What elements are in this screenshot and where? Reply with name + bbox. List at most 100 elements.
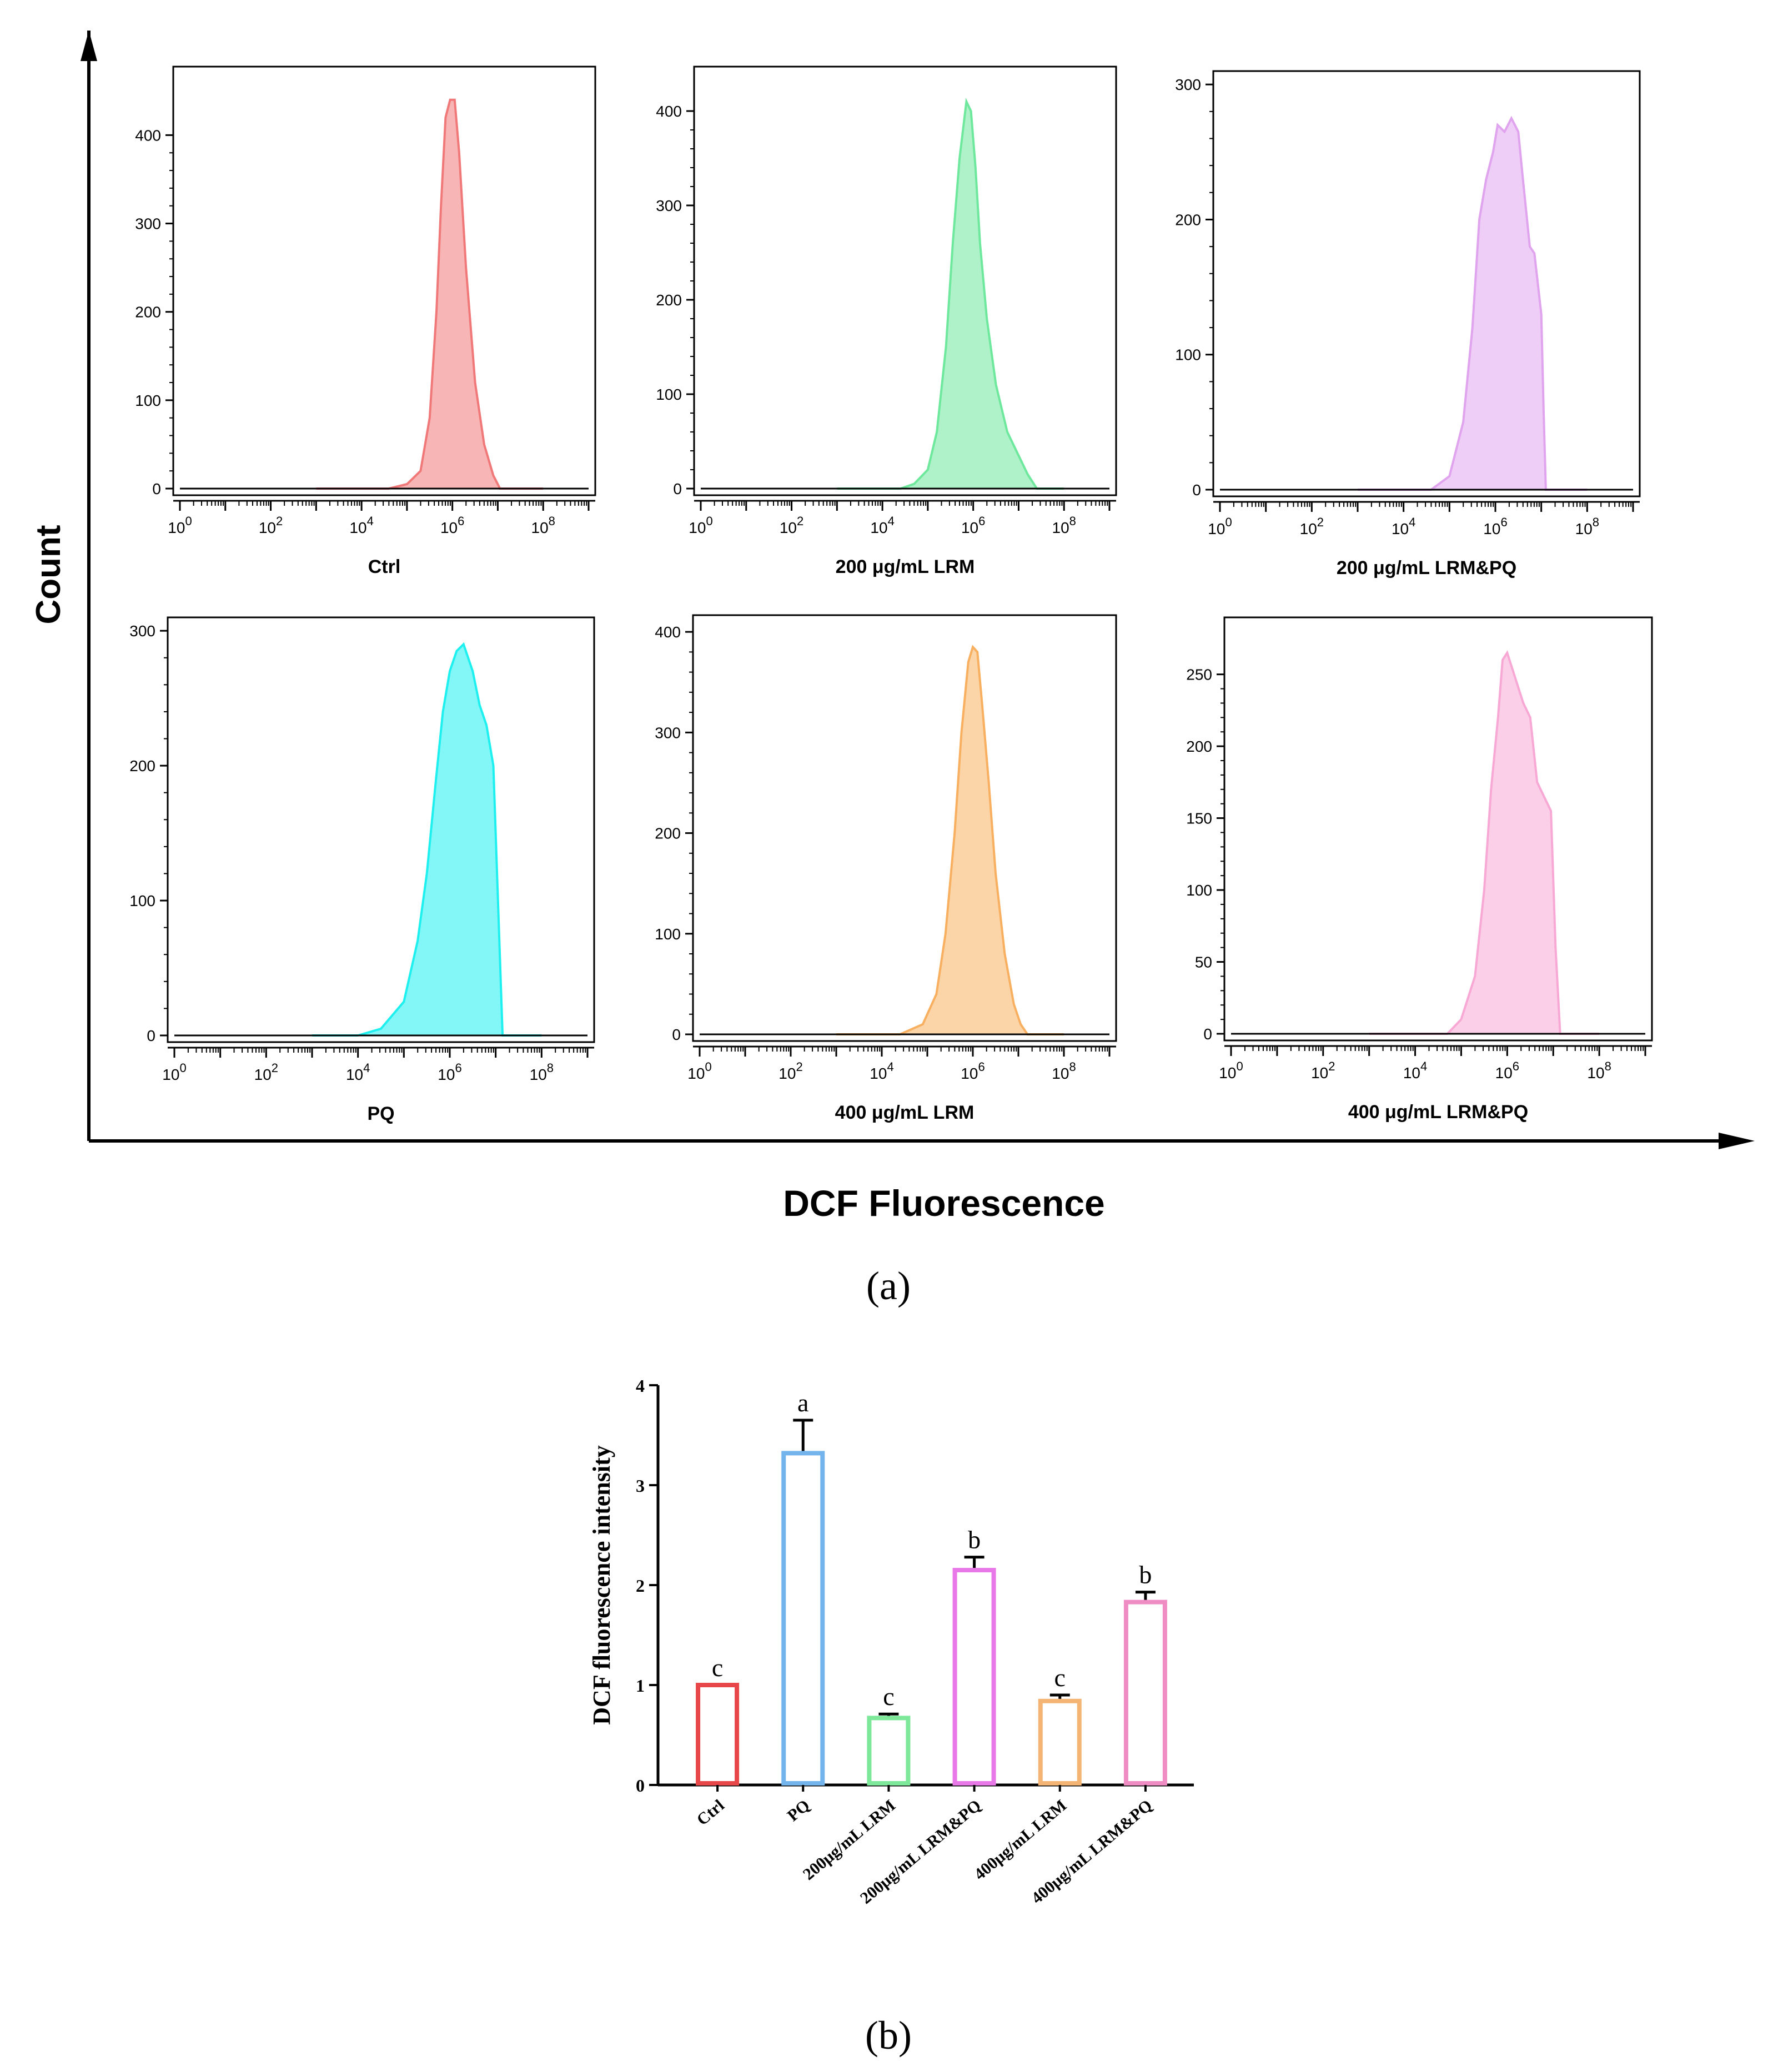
bar-category-label: Ctrl <box>694 1796 728 1829</box>
x-tick-label: 100 <box>162 1061 186 1083</box>
x-tick-label: 104 <box>870 514 894 536</box>
y-tick-label: 300 <box>1175 76 1201 93</box>
y-tick-label: 400 <box>656 103 682 120</box>
bar-y-tick-label: 2 <box>636 1576 645 1596</box>
histogram-pq: 0 100 200 300 100 102 104 106 108 PQ <box>129 616 595 1124</box>
bar-pq <box>781 1451 825 1786</box>
panel-a-caption: (a) <box>866 1264 911 1308</box>
histogram-grid: 0 100 200 300 400 100 102 104 106 108 Ctrl 0 100 200 3… <box>129 66 1653 1124</box>
histogram-frame <box>692 614 1117 1042</box>
bar-y-tick-label: 1 <box>636 1676 645 1696</box>
bar-y-tick-label: 4 <box>636 1376 645 1396</box>
x-tick-label: 104 <box>1403 1059 1427 1082</box>
x-tick-label: 104 <box>1392 515 1415 537</box>
significance-letter: c <box>1054 1663 1066 1692</box>
histogram-fill-pq <box>174 644 587 1035</box>
bar-y-label: DCF fluorescence intensity <box>588 1445 615 1724</box>
x-tick-label: 102 <box>259 514 283 536</box>
y-tick-label: 0 <box>1203 1025 1212 1043</box>
histogram-fill-400-g-ml-lrm-pq <box>1231 652 1645 1034</box>
histogram-title: Ctrl <box>368 556 401 577</box>
x-tick-label: 106 <box>961 514 985 536</box>
x-tick-label: 104 <box>349 514 373 536</box>
x-tick-label: 100 <box>1219 1059 1243 1082</box>
significance-letter: b <box>1139 1561 1152 1589</box>
y-tick-label: 0 <box>673 480 682 497</box>
y-tick-label: 300 <box>129 622 155 640</box>
x-tick-label: 100 <box>1208 515 1232 537</box>
y-tick-label: 200 <box>1175 211 1201 228</box>
y-tick-label: 0 <box>147 1027 155 1044</box>
histogram-title: PQ <box>367 1103 394 1124</box>
panel-a-y-label: Count <box>29 525 68 624</box>
significance-letter: a <box>797 1389 808 1417</box>
histogram-title: 200 μg/mL LRM <box>836 556 975 577</box>
panel-b-caption: (b) <box>865 2013 912 2058</box>
bar-category-label: PQ <box>784 1796 813 1825</box>
x-tick-label: 106 <box>1495 1059 1519 1082</box>
histogram-ctrl: 0 100 200 300 400 100 102 104 106 108 Ctrl <box>135 66 596 577</box>
x-tick-label: 100 <box>168 514 192 536</box>
bar-400-g-ml-lrm <box>1038 1698 1082 1786</box>
x-tick-label: 100 <box>689 514 712 536</box>
y-tick-label: 100 <box>1186 882 1212 899</box>
y-tick-label: 200 <box>135 304 161 321</box>
y-tick-label: 150 <box>1186 810 1212 827</box>
panel-a-y-arrow-head <box>81 31 97 61</box>
y-tick-label: 200 <box>1186 738 1212 755</box>
x-tick-label: 102 <box>1300 515 1324 537</box>
histogram-frame <box>167 616 595 1043</box>
x-tick-label: 106 <box>961 1060 985 1082</box>
panel-a: Count DCF Fluorescence (a) 0 100 200 300 400… <box>29 31 1755 1308</box>
bar-200-g-ml-lrm <box>867 1716 911 1786</box>
x-tick-label: 104 <box>346 1061 370 1083</box>
histogram-title: 400 μg/mL LRM <box>835 1102 975 1123</box>
histogram-frame <box>693 66 1117 496</box>
y-tick-label: 50 <box>1195 954 1212 971</box>
x-tick-label: 102 <box>778 1060 802 1082</box>
histogram-line-400-g-ml-lrm <box>836 645 1064 1035</box>
histogram-title: 400 μg/mL LRM&PQ <box>1348 1102 1528 1123</box>
x-tick-label: 108 <box>531 514 555 536</box>
histogram-line-200-g-ml-lrm-pq <box>1358 115 1588 491</box>
bar-y-tick-label: 3 <box>636 1476 645 1496</box>
y-tick-label: 0 <box>152 480 161 497</box>
x-tick-label: 106 <box>1483 515 1507 537</box>
y-tick-label: 200 <box>656 291 682 309</box>
y-tick-label: 100 <box>655 926 681 943</box>
histogram-400-g-ml-lrm-pq: 0 50 100 150 200 250 100 102 104 106 108 400 μg/mL … <box>1186 616 1653 1123</box>
y-tick-label: 0 <box>672 1026 681 1043</box>
x-tick-label: 102 <box>780 514 803 536</box>
panel-b-bar-chart: 0 1 2 3 4 DCF fluorescence intensity c Ctrl a PQ c… <box>588 1376 1194 1908</box>
y-tick-label: 0 <box>1192 481 1201 499</box>
x-tick-label: 102 <box>254 1061 278 1083</box>
bar-y-tick-label: 0 <box>636 1776 645 1796</box>
y-tick-label: 300 <box>655 724 681 741</box>
x-tick-label: 108 <box>530 1061 554 1083</box>
y-tick-label: 100 <box>129 892 155 909</box>
histogram-line-pq <box>312 642 542 1037</box>
y-tick-label: 400 <box>135 127 161 144</box>
significance-letter: c <box>883 1682 894 1711</box>
x-tick-label: 108 <box>1052 514 1076 536</box>
x-tick-label: 106 <box>440 514 464 536</box>
bar-group-pq: a PQ <box>781 1389 825 1825</box>
y-tick-label: 100 <box>1175 346 1201 364</box>
histogram-frame <box>1212 70 1641 497</box>
x-tick-label: 106 <box>438 1061 461 1083</box>
y-tick-label: 100 <box>656 386 682 403</box>
x-tick-label: 104 <box>870 1060 893 1082</box>
bar-200-g-ml-lrm-pq <box>952 1568 996 1786</box>
x-tick-label: 100 <box>687 1060 711 1082</box>
y-tick-label: 100 <box>135 392 161 409</box>
x-tick-label: 108 <box>1587 1059 1611 1082</box>
histogram-frame <box>1223 616 1653 1042</box>
histogram-line-400-g-ml-lrm-pq <box>1369 650 1600 1035</box>
histogram-200-g-ml-lrm: 0 100 200 300 400 100 102 104 106 108 200 μg/mL LR… <box>656 66 1117 577</box>
y-tick-label: 400 <box>655 623 681 641</box>
y-tick-label: 200 <box>655 825 681 842</box>
x-tick-label: 108 <box>1052 1060 1076 1082</box>
histogram-line-ctrl <box>316 98 544 490</box>
bar-ctrl <box>696 1683 740 1786</box>
